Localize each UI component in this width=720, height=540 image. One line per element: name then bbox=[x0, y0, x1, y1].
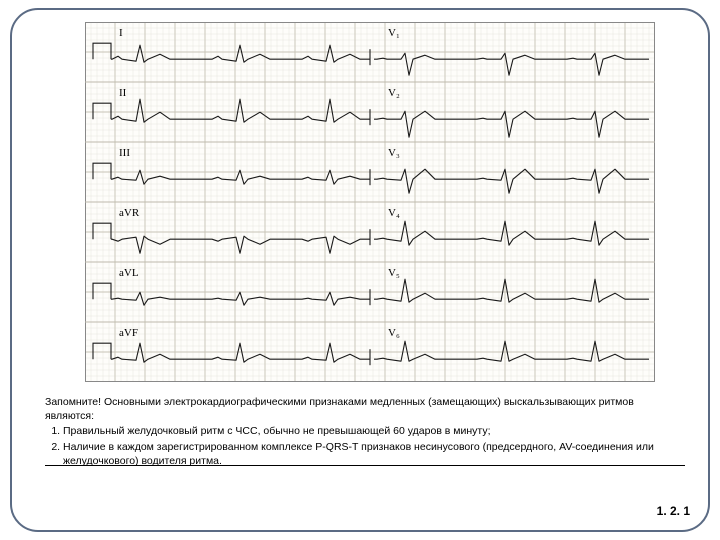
caption-lead: Запомните! Основными электрокардиографич… bbox=[45, 395, 685, 423]
caption-underline bbox=[45, 465, 685, 466]
svg-text:aVF: aVF bbox=[119, 327, 138, 339]
svg-text:aVR: aVR bbox=[119, 207, 140, 219]
ecg-chart: I V₁ II V₂ III V₃ aVR V₄ aVL V₅ aVF V₆ bbox=[85, 22, 655, 382]
svg-text:V₃: V₃ bbox=[388, 147, 400, 159]
svg-text:V₂: V₂ bbox=[388, 87, 400, 99]
svg-text:III: III bbox=[119, 147, 130, 159]
caption-text: Запомните! Основными электрокардиографич… bbox=[45, 395, 685, 469]
caption-item-1: Правильный желудочковый ритм с ЧСС, обыч… bbox=[63, 424, 685, 438]
svg-text:V₁: V₁ bbox=[388, 27, 400, 39]
svg-text:V₆: V₆ bbox=[388, 327, 400, 339]
svg-text:aVL: aVL bbox=[119, 267, 139, 279]
svg-text:V₅: V₅ bbox=[388, 267, 400, 279]
svg-text:I: I bbox=[119, 27, 123, 39]
caption-item-2: Наличие в каждом зарегистрированном комп… bbox=[63, 440, 685, 468]
ecg-svg: I V₁ II V₂ III V₃ aVR V₄ aVL V₅ aVF V₆ bbox=[85, 22, 655, 382]
page-number: 1. 2. 1 bbox=[657, 504, 690, 518]
svg-text:II: II bbox=[119, 87, 127, 99]
svg-text:V₄: V₄ bbox=[388, 207, 400, 219]
